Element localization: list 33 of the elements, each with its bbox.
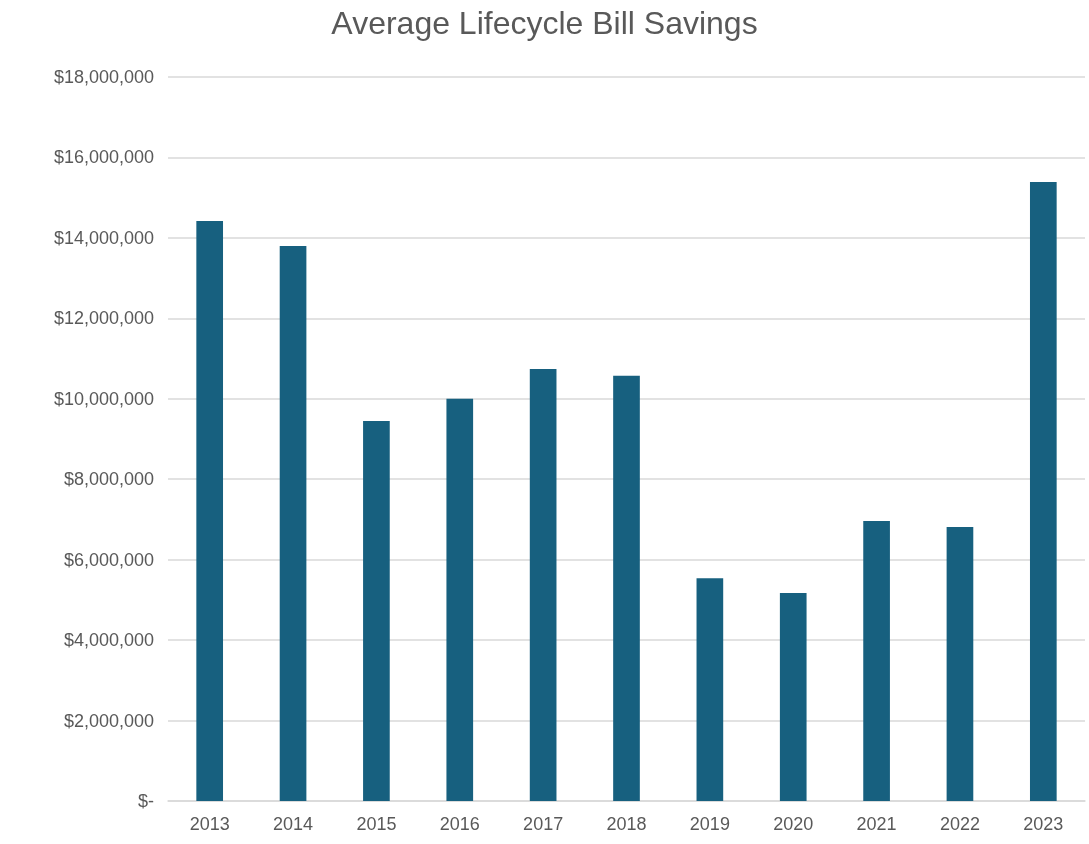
bar [196,221,224,801]
x-tick-label: 2017 [523,814,564,834]
x-tick-label: 2019 [689,814,730,834]
bar [446,398,474,801]
x-tick-label: 2018 [606,814,647,834]
y-tick-label: $6,000,000 [63,549,154,570]
bar [696,578,724,801]
y-tick-label: $14,000,000 [53,227,154,248]
x-tick-label: 2023 [1023,814,1064,834]
bar [1029,181,1057,801]
y-tick-label: $10,000,000 [53,388,154,409]
y-tick-label: $18,000,000 [53,67,154,87]
y-tick-label: $- [137,791,154,811]
bar [613,375,640,801]
bar [863,521,890,801]
x-tick-label: 2014 [273,814,314,834]
bar [529,369,557,801]
x-tick-label: 2013 [189,814,230,834]
bar [946,527,974,801]
x-tick-label: 2022 [939,814,980,834]
bar [779,593,807,801]
y-tick-label: $4,000,000 [63,630,154,651]
y-tick-label: $2,000,000 [63,710,154,731]
x-tick-label: 2016 [439,814,480,834]
y-tick-label: $16,000,000 [53,147,154,168]
x-tick-label: 2020 [773,814,814,834]
y-tick-label: $12,000,000 [53,308,154,329]
x-tick-label: 2015 [356,814,397,834]
x-tick-label: 2021 [856,814,897,834]
bar [279,245,307,801]
bar [363,420,390,801]
chart-title: Average Lifecycle Bill Savings [331,5,758,41]
y-tick-label: $8,000,000 [63,469,154,490]
